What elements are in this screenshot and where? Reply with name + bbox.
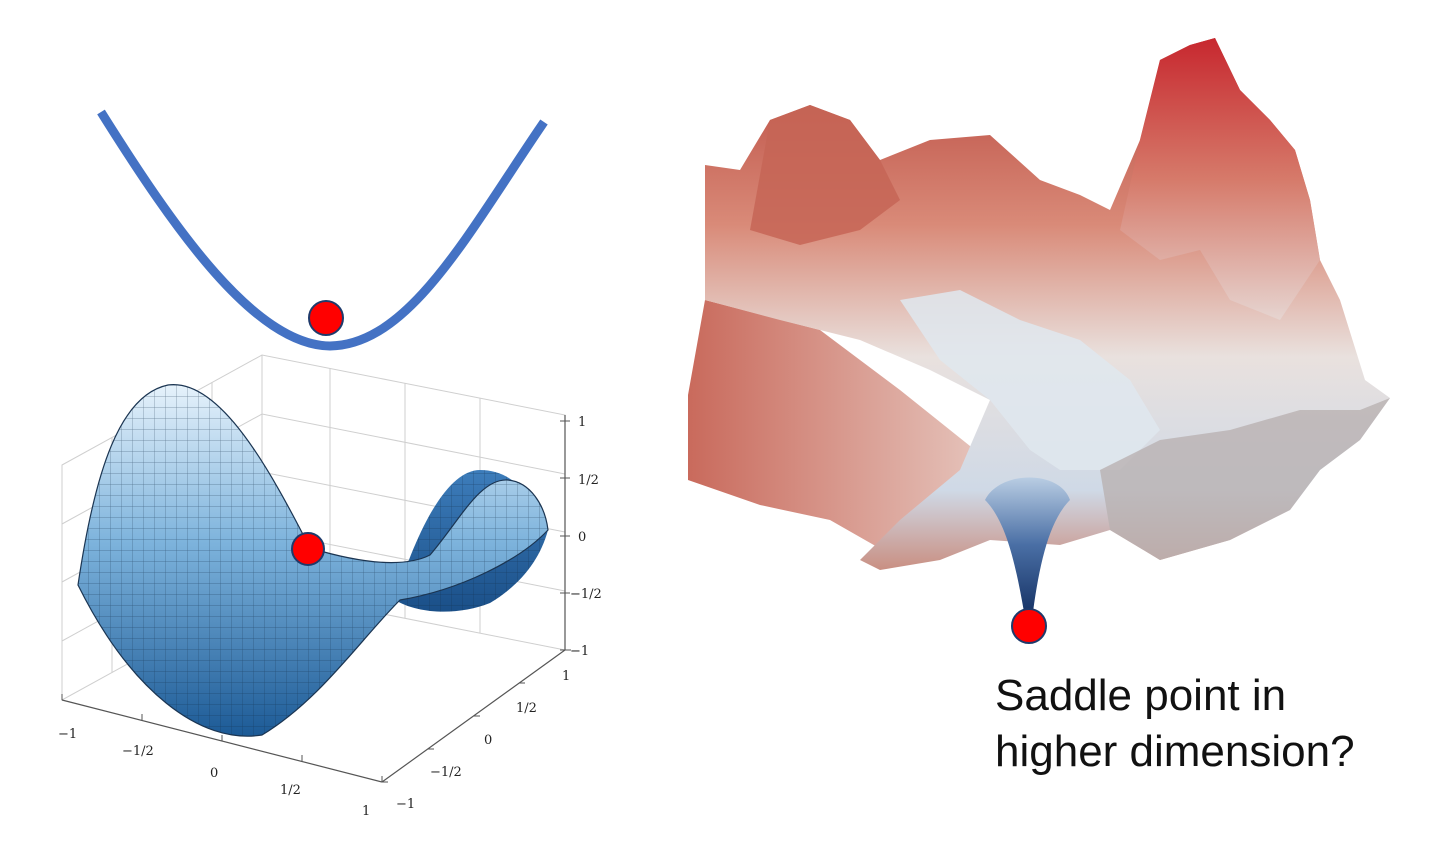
z-tick-neg-half: −1/2 <box>570 587 602 602</box>
x-tick-0: 0 <box>210 766 218 781</box>
y-tick-neg-1: −1 <box>396 797 415 812</box>
y-tick-half: 1/2 <box>516 701 537 716</box>
x-tick-half: 1/2 <box>280 783 301 798</box>
tick-marks <box>61 420 571 783</box>
x-tick-neg-1: −1 <box>58 727 77 742</box>
landscape-funnel <box>985 477 1070 612</box>
y-tick-1: 1 <box>562 669 570 684</box>
parabola-diagram <box>97 109 548 351</box>
z-tick-1: 1 <box>578 415 586 430</box>
y-tick-neg-half: −1/2 <box>430 765 462 780</box>
saddle-plot: 1 1/2 0 −1/2 −1 −1 −1/2 0 1/2 1 −1 −1/2 … <box>58 354 602 819</box>
saddle-marker-high-dim <box>1011 608 1047 644</box>
caption-line-2: higher dimension? <box>995 727 1355 776</box>
x-tick-neg-half: −1/2 <box>122 744 154 759</box>
y-tick-0: 0 <box>484 733 492 748</box>
z-tick-0: 0 <box>578 530 586 545</box>
caption: Saddle point in higher dimension? <box>995 668 1435 780</box>
caption-line-1: Saddle point in <box>995 671 1287 720</box>
z-tick-half: 1/2 <box>578 473 599 488</box>
x-tick-1: 1 <box>362 804 370 819</box>
landscape-left-ridge <box>750 105 900 245</box>
loss-landscape <box>688 38 1390 644</box>
minimum-marker <box>308 300 344 336</box>
landscape-right-foreground <box>1100 398 1390 560</box>
landscape-valley <box>900 290 1160 470</box>
z-tick-neg-1: −1 <box>570 644 589 659</box>
landscape-peak <box>1120 38 1320 320</box>
saddle-point-marker <box>291 532 325 566</box>
landscape-left-slab <box>688 300 1000 560</box>
parabola-curve <box>97 109 548 351</box>
